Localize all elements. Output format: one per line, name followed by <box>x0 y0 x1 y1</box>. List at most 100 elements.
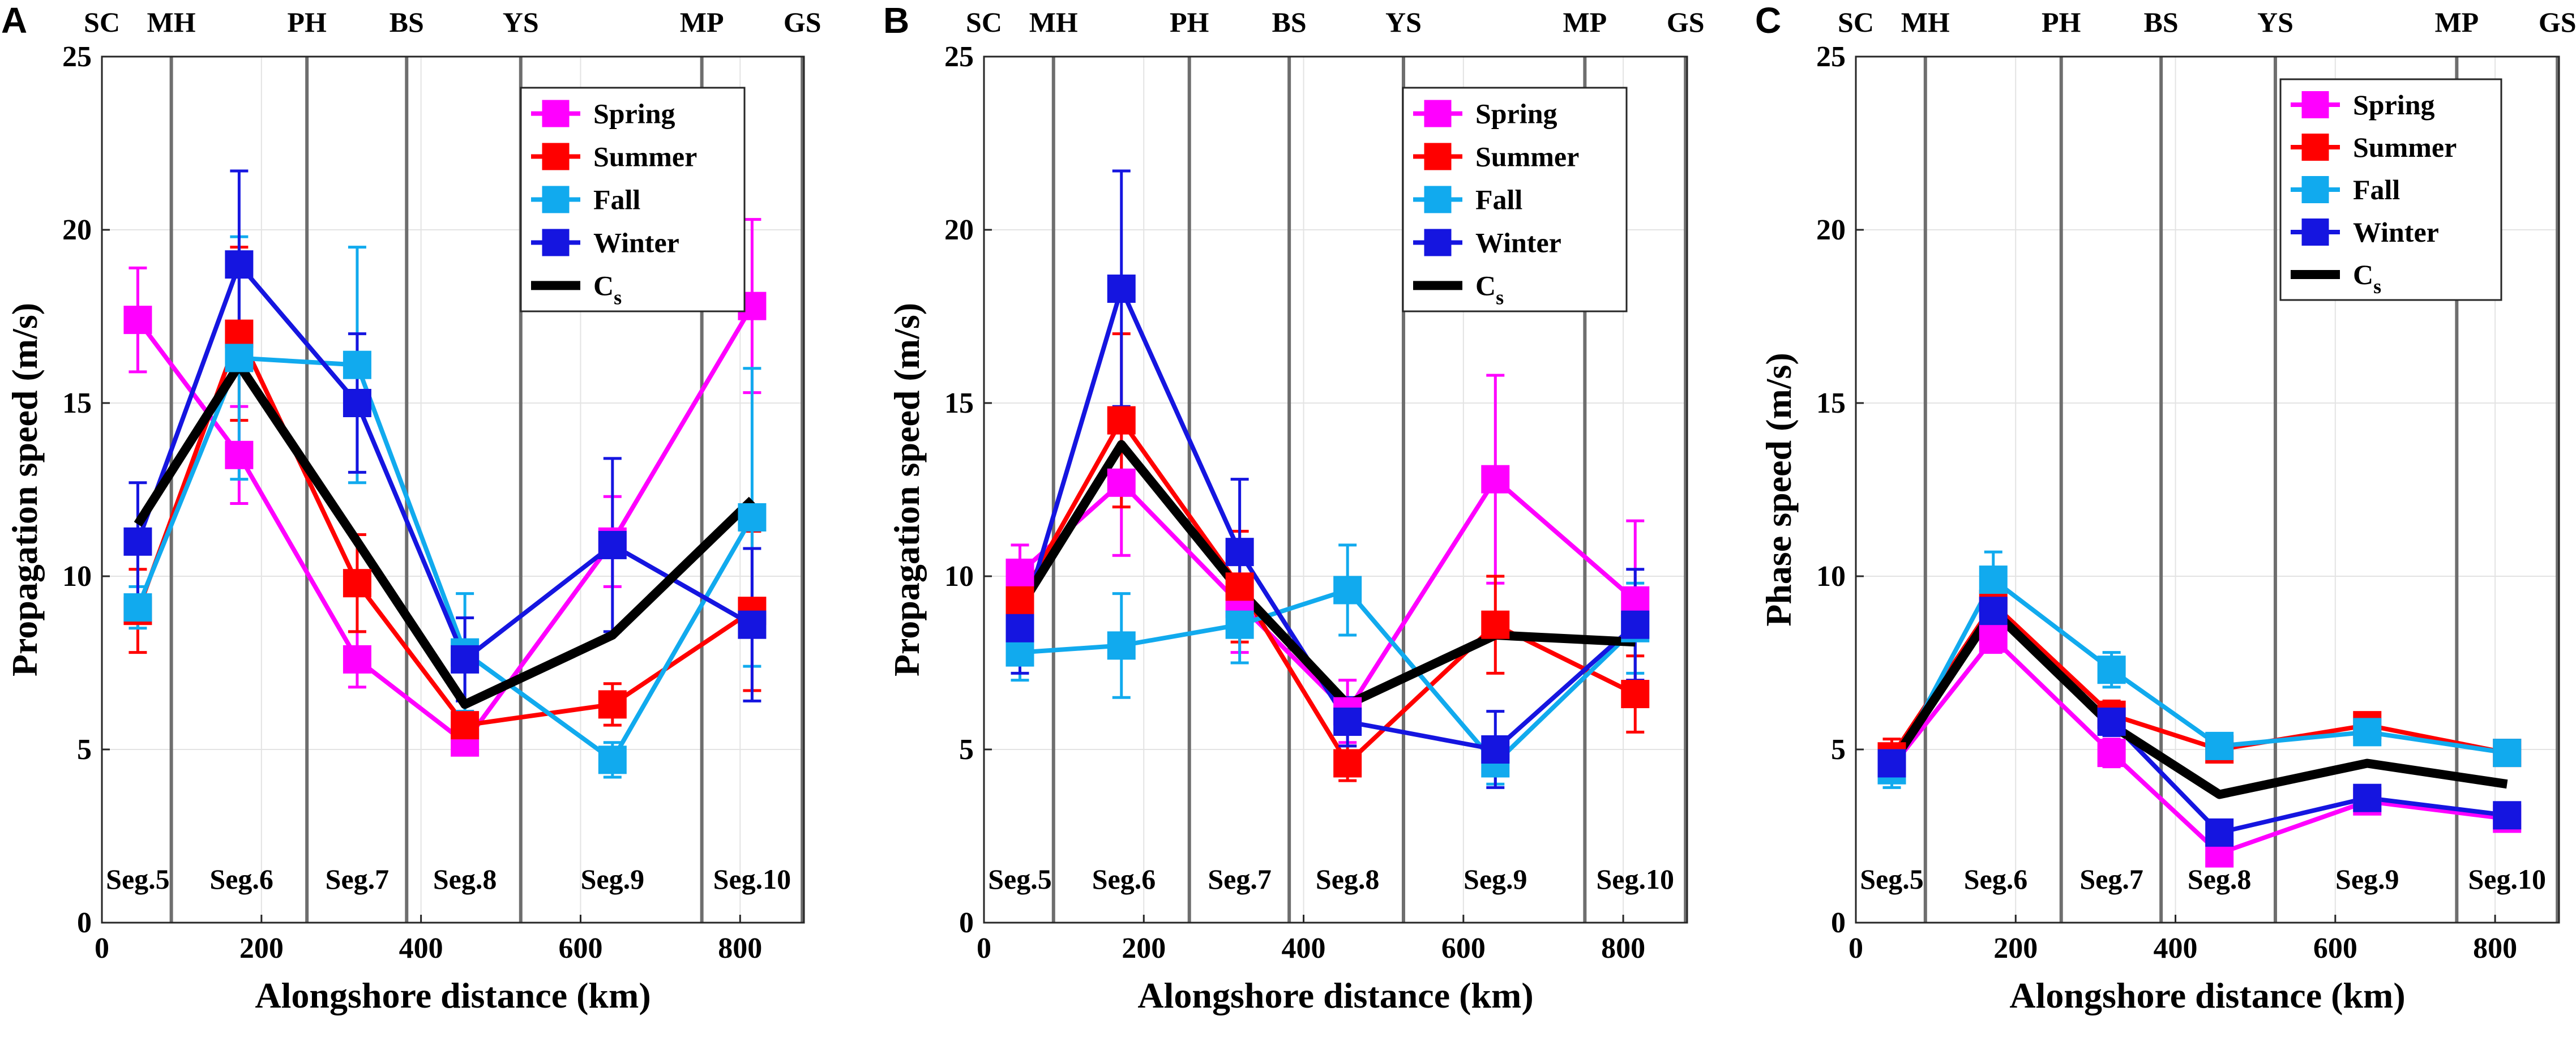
station-label: BS <box>1272 6 1307 38</box>
legend-marker <box>542 143 570 170</box>
segment-label: Seg.10 <box>1597 863 1675 895</box>
y-tick-label: 25 <box>62 41 92 73</box>
series-line-spring <box>136 305 754 745</box>
legend-marker <box>2301 176 2329 203</box>
station-label: GS <box>1667 6 1705 38</box>
data-point-winter <box>1333 708 1362 736</box>
legend-marker <box>1424 100 1452 127</box>
x-axis-label: Alongshore distance (km) <box>1137 975 1533 1015</box>
legend-marker <box>542 100 570 127</box>
segment-label: Seg.8 <box>433 863 497 895</box>
x-tick-label: 800 <box>1601 932 1645 965</box>
segment-label: Seg.9 <box>2335 863 2399 895</box>
legend-marker <box>1424 143 1452 170</box>
x-tick-label: 600 <box>2313 932 2357 965</box>
y-tick-label: 25 <box>1816 41 1846 73</box>
y-axis-label: Propagation speed (m/s) <box>887 303 927 676</box>
data-point-winter <box>2493 801 2522 830</box>
data-point-summer <box>343 569 371 598</box>
chart-panel-b: 0 200 400 600 800 0 5 10 15 20 25 Alongshore distan… <box>883 0 1705 1015</box>
station-label: MH <box>1901 6 1950 38</box>
data-point-winter <box>2353 783 2382 812</box>
data-point-spring <box>1107 468 1136 497</box>
y-tick-label: 15 <box>944 387 974 419</box>
data-point-spring <box>1005 558 1034 587</box>
y-tick-label: 10 <box>1816 560 1846 593</box>
data-point-fall <box>1333 576 1362 605</box>
station-label: SC <box>84 6 120 38</box>
segment-label: Seg.8 <box>2188 863 2252 895</box>
station-label: MP <box>1563 6 1607 38</box>
data-point-winter <box>1225 538 1254 567</box>
data-point-summer <box>1621 680 1650 709</box>
data-point-fall <box>598 745 627 774</box>
data-point-winter <box>225 250 254 279</box>
series-line-winter <box>135 262 754 662</box>
segment-label: Seg.10 <box>2468 863 2547 895</box>
legend-label-subscript: s <box>1496 286 1504 308</box>
panel-letter: A <box>1 0 27 41</box>
data-point-summer <box>1107 406 1136 435</box>
x-tick-label: 400 <box>1282 932 1326 965</box>
data-point-summer <box>1005 586 1034 615</box>
legend-label: Summer <box>2353 131 2457 163</box>
station-label: BS <box>390 6 424 38</box>
cs-line <box>1016 440 1636 709</box>
data-point-spring <box>1481 465 1510 494</box>
data-point-winter <box>1107 275 1136 303</box>
segment-label: Seg.7 <box>2079 863 2143 895</box>
segment-label: Seg.6 <box>1092 863 1156 895</box>
y-tick-label: 0 <box>1831 907 1846 939</box>
segment-label: Seg.8 <box>1316 863 1380 895</box>
x-tick-label: 800 <box>718 932 762 965</box>
data-point-winter <box>2205 818 2234 847</box>
series-summer <box>1882 585 2517 775</box>
cs-line <box>1888 606 2508 799</box>
data-point-winter <box>2097 708 2126 736</box>
series-line-summer <box>135 331 754 728</box>
station-label: MH <box>1029 6 1078 38</box>
x-tick-label: 200 <box>1122 932 1166 965</box>
x-tick-label: 200 <box>1993 932 2038 965</box>
x-axis-label: Alongshore distance (km) <box>255 975 651 1015</box>
legend-marker <box>1424 229 1452 256</box>
station-label: GS <box>2539 6 2576 38</box>
legend-label: Fall <box>2353 174 2400 205</box>
data-point-winter <box>1877 749 1906 778</box>
x-axis-label: Alongshore distance (km) <box>2009 975 2405 1015</box>
station-label: YS <box>503 6 539 38</box>
y-tick-label: 20 <box>1816 214 1846 246</box>
series-line-spring <box>1890 636 2507 856</box>
y-tick-label: 20 <box>944 214 974 246</box>
data-point-winter <box>598 530 627 559</box>
data-point-summer <box>451 711 480 740</box>
y-tick-label: 0 <box>77 907 92 939</box>
segment-label: Seg.9 <box>581 863 645 895</box>
station-label: MP <box>680 6 724 38</box>
data-point-fall <box>1979 565 2008 594</box>
segment-label: Seg.7 <box>1208 863 1272 895</box>
segment-label: Seg.9 <box>1464 863 1527 895</box>
legend-label: Spring <box>593 98 675 130</box>
data-point-spring <box>123 306 152 335</box>
legend-label: Summer <box>593 141 697 173</box>
x-tick-label: 400 <box>399 932 443 965</box>
y-tick-label: 5 <box>1831 734 1846 766</box>
legend-label: Spring <box>2353 89 2435 121</box>
x-tick-label: 600 <box>558 932 602 965</box>
data-point-summer <box>1333 749 1362 778</box>
cs-line <box>134 360 755 709</box>
data-point-winter <box>1979 597 2008 625</box>
segment-label: Seg.6 <box>1964 863 2028 895</box>
x-tick-label: 200 <box>239 932 284 965</box>
series-line-fall <box>1889 577 2507 772</box>
y-tick-label: 0 <box>959 907 974 939</box>
legend-label-subscript: s <box>2373 275 2381 298</box>
station-label: MP <box>2434 6 2479 38</box>
data-point-fall <box>343 350 371 379</box>
data-point-summer <box>1225 572 1254 601</box>
